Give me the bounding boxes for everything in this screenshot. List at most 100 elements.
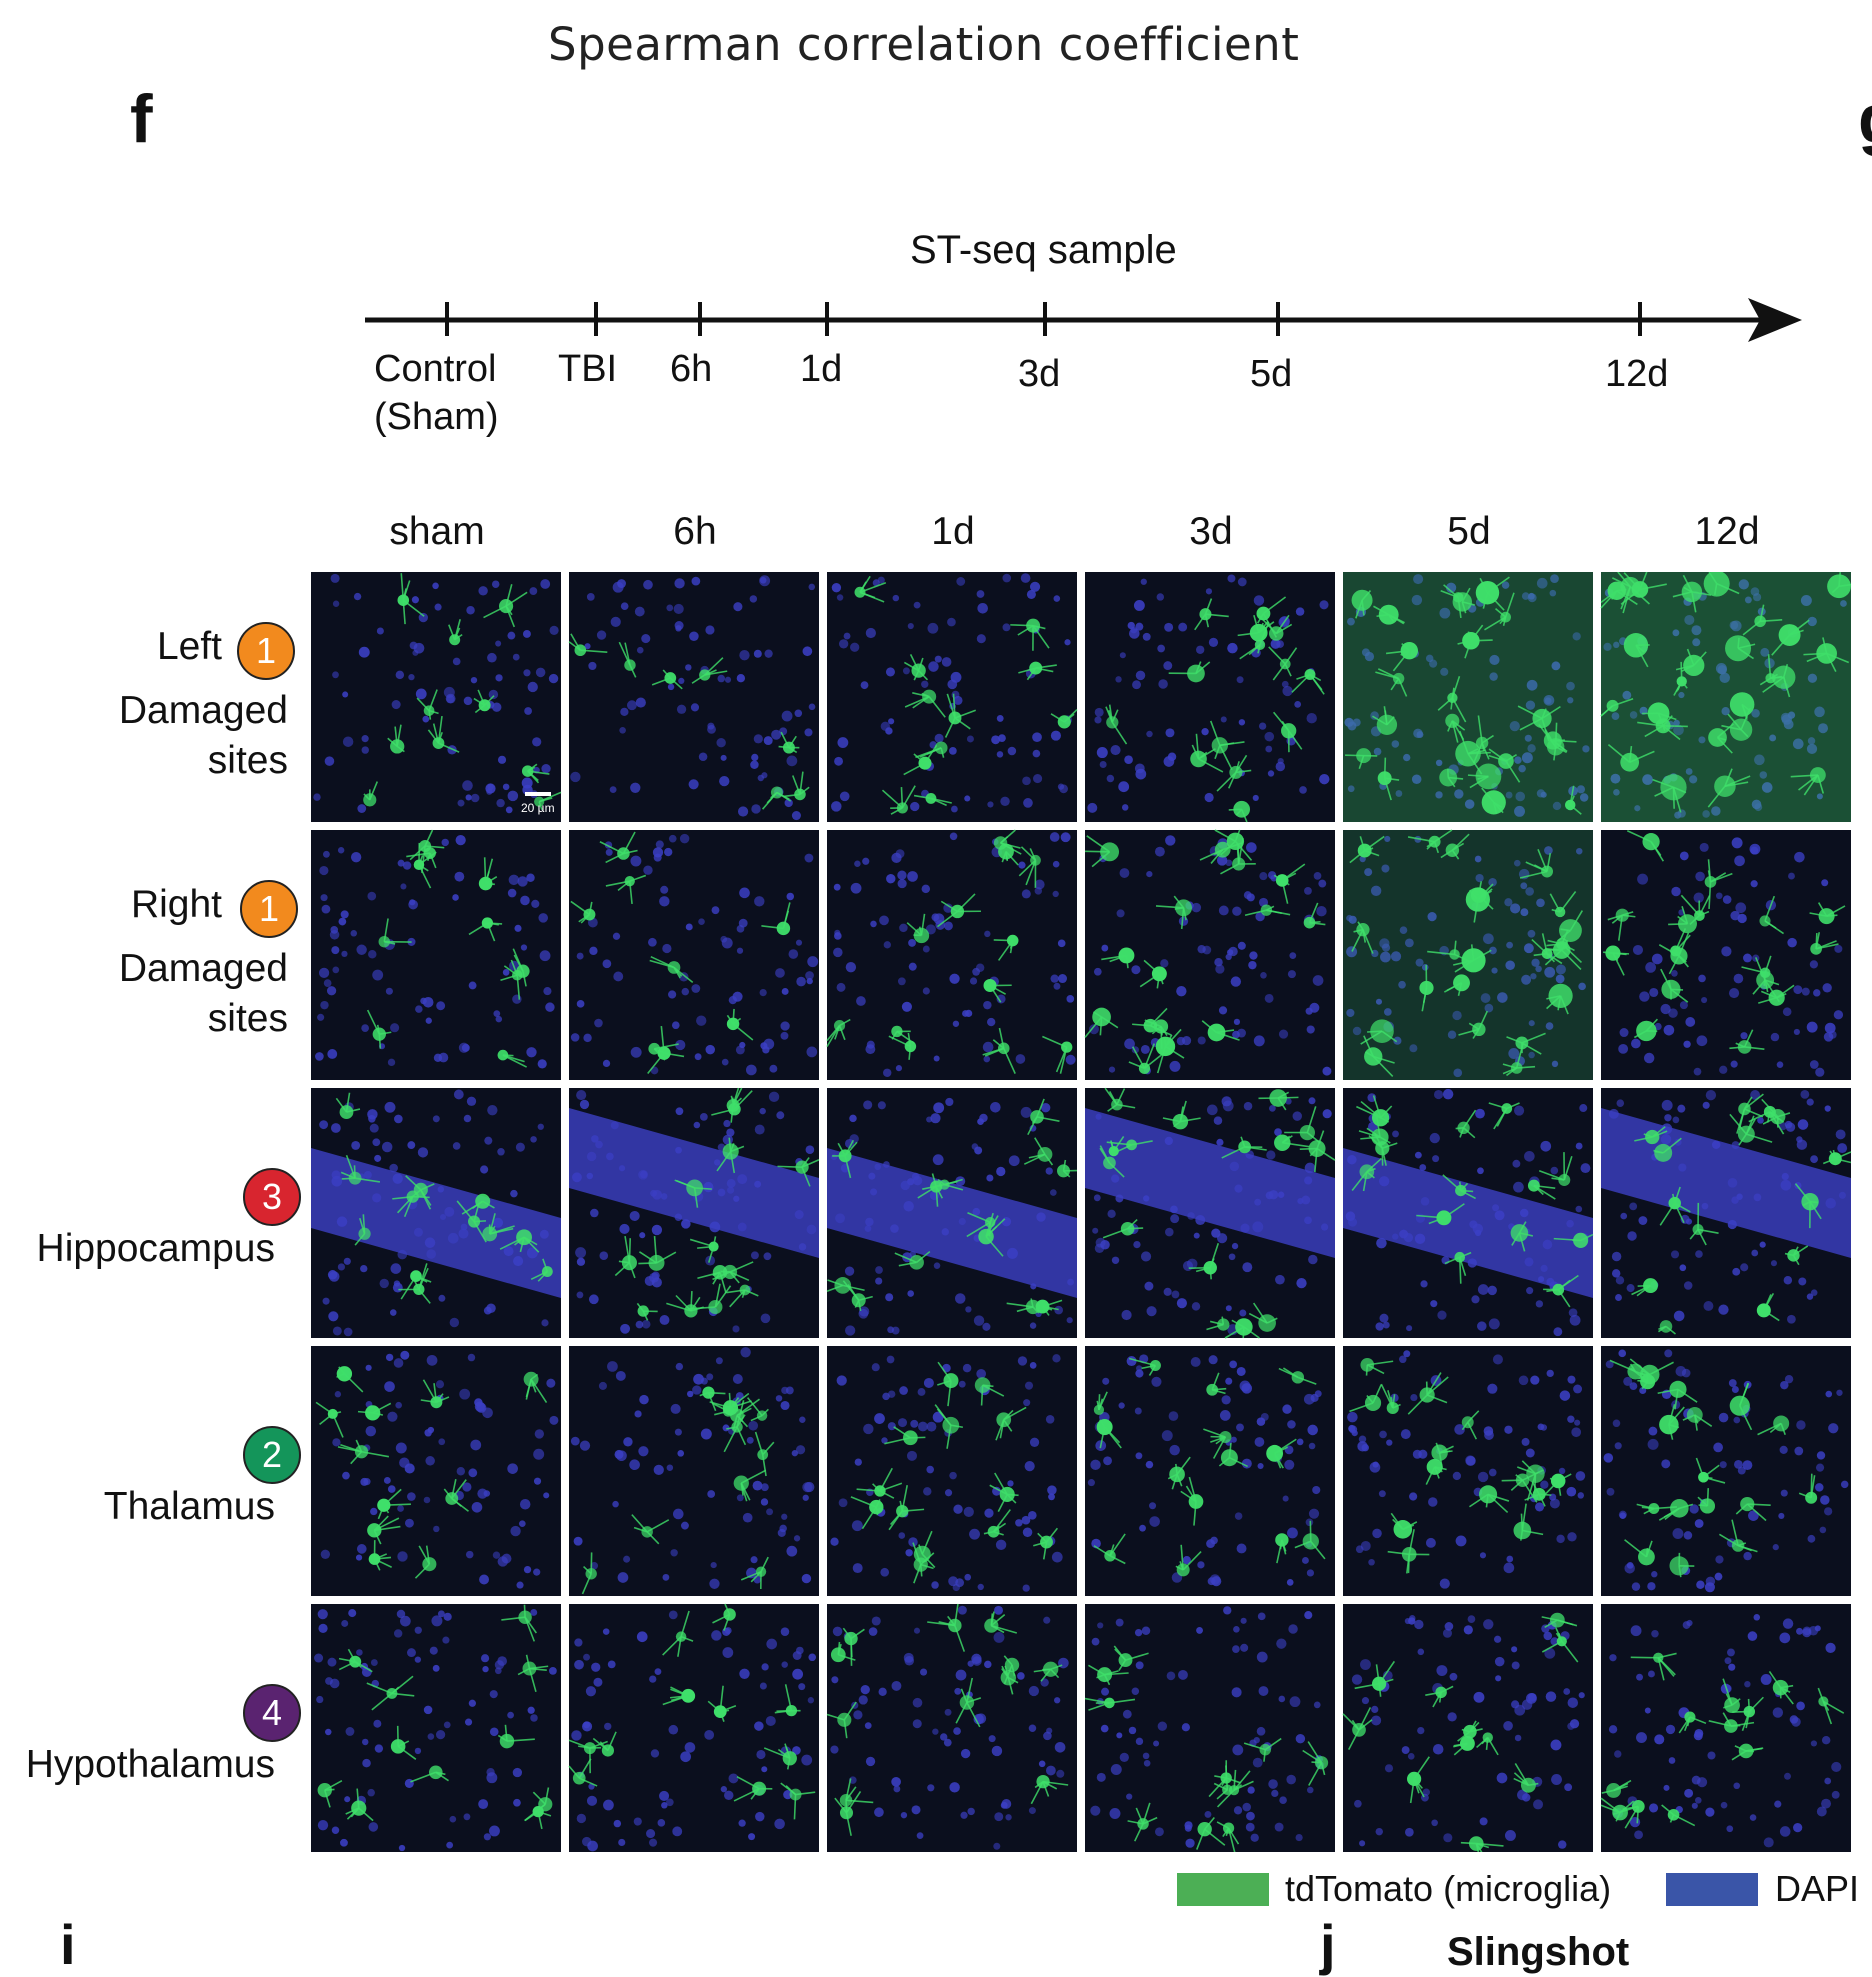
- nucleus: [1680, 1264, 1687, 1271]
- nucleus: [1294, 701, 1301, 708]
- nucleus: [1629, 1202, 1637, 1210]
- nucleus: [1797, 1139, 1807, 1149]
- nucleus: [875, 1277, 882, 1284]
- microglia-process: [1007, 1494, 1018, 1495]
- nucleus: [1495, 1657, 1505, 1667]
- nucleus: [834, 932, 842, 940]
- nucleus: [587, 1796, 597, 1806]
- nucleus: [587, 1152, 596, 1161]
- nucleus: [682, 988, 690, 996]
- microglia-process: [1010, 625, 1033, 626]
- nucleus: [689, 779, 699, 789]
- timeline-tick-label: TBI: [558, 345, 617, 393]
- nucleus: [348, 1609, 356, 1617]
- nucleus: [1669, 1757, 1676, 1764]
- nucleus: [394, 1629, 402, 1637]
- nucleus: [1471, 1295, 1479, 1303]
- nucleus: [1618, 1044, 1628, 1054]
- nucleus: [1379, 1176, 1389, 1186]
- nucleus: [1540, 1141, 1551, 1152]
- nucleus: [1715, 1555, 1723, 1563]
- nucleus: [1201, 728, 1208, 735]
- nucleus: [425, 1237, 436, 1248]
- nucleus: [1111, 1174, 1119, 1182]
- nucleus: [1489, 1469, 1497, 1477]
- nucleus: [833, 1627, 843, 1637]
- nucleus: [1495, 1210, 1505, 1220]
- tick-label-line2: (Sham): [374, 393, 499, 441]
- nucleus: [1097, 1773, 1106, 1782]
- nucleus: [932, 1728, 938, 1734]
- nucleus: [1372, 1529, 1382, 1539]
- nucleus: [1135, 763, 1145, 773]
- nucleus: [637, 1631, 648, 1642]
- nucleus: [899, 1386, 908, 1395]
- nucleus: [1023, 1584, 1030, 1591]
- nucleus: [393, 1283, 403, 1293]
- nucleus: [997, 751, 1003, 757]
- micrograph-tile: [1085, 572, 1335, 822]
- nucleus: [1002, 574, 1011, 583]
- nucleus: [1392, 1233, 1398, 1239]
- nucleus: [652, 1225, 662, 1235]
- nucleus: [1211, 1229, 1220, 1238]
- nucleus: [942, 657, 952, 667]
- nucleus: [616, 1371, 626, 1381]
- micrograph-tile: [1601, 1346, 1851, 1596]
- nucleus: [1307, 1425, 1318, 1436]
- nucleus: [577, 1000, 585, 1008]
- nucleus: [839, 639, 848, 648]
- nucleus: [792, 1450, 798, 1456]
- nucleus: [959, 1218, 966, 1225]
- nucleus: [1007, 1480, 1013, 1486]
- nucleus: [540, 579, 550, 589]
- micrograph-tile: [311, 830, 561, 1080]
- nucleus: [780, 1021, 789, 1030]
- nucleus: [1440, 1579, 1450, 1589]
- nucleus: [963, 1364, 971, 1372]
- nucleus: [1671, 1250, 1679, 1258]
- nucleus: [1543, 1240, 1553, 1250]
- nucleus: [796, 940, 802, 946]
- nucleus: [1777, 1061, 1784, 1068]
- nucleus: [407, 1648, 416, 1657]
- nucleus: [588, 662, 596, 670]
- nucleus: [398, 860, 405, 867]
- nucleus: [898, 1532, 905, 1539]
- nucleus: [1051, 731, 1061, 741]
- nucleus: [1043, 1617, 1050, 1624]
- micrograph-tile: [1085, 830, 1335, 1080]
- nucleus: [362, 735, 369, 742]
- nucleus: [364, 1171, 372, 1179]
- nucleus: [1418, 1649, 1425, 1656]
- nucleus: [466, 794, 472, 800]
- nucleus: [845, 1325, 855, 1335]
- nucleus: [582, 1837, 591, 1846]
- nucleus: [655, 1668, 662, 1675]
- nucleus: [464, 1115, 471, 1122]
- nucleus: [737, 948, 743, 954]
- nucleus: [397, 1551, 407, 1561]
- nucleus: [371, 1659, 378, 1666]
- nucleus: [1255, 1437, 1265, 1447]
- nucleus: [948, 1576, 958, 1586]
- microglia-process: [1367, 1365, 1368, 1376]
- nucleus: [1005, 1814, 1011, 1820]
- nucleus: [614, 1820, 621, 1827]
- nucleus: [751, 1556, 758, 1563]
- nucleus: [467, 1097, 476, 1106]
- nucleus: [448, 1233, 459, 1244]
- nucleus: [754, 1721, 764, 1731]
- nucleus: [436, 1380, 444, 1388]
- nucleus: [997, 715, 1004, 722]
- nucleus: [660, 886, 668, 894]
- nucleus: [533, 1569, 540, 1576]
- nucleus: [472, 1502, 483, 1513]
- nucleus: [1120, 1753, 1129, 1762]
- nucleus: [1259, 1686, 1269, 1696]
- nucleus: [1131, 965, 1140, 974]
- nucleus: [1415, 1234, 1425, 1244]
- nucleus: [582, 1721, 592, 1731]
- nucleus: [1661, 1134, 1671, 1144]
- nucleus: [1192, 903, 1202, 913]
